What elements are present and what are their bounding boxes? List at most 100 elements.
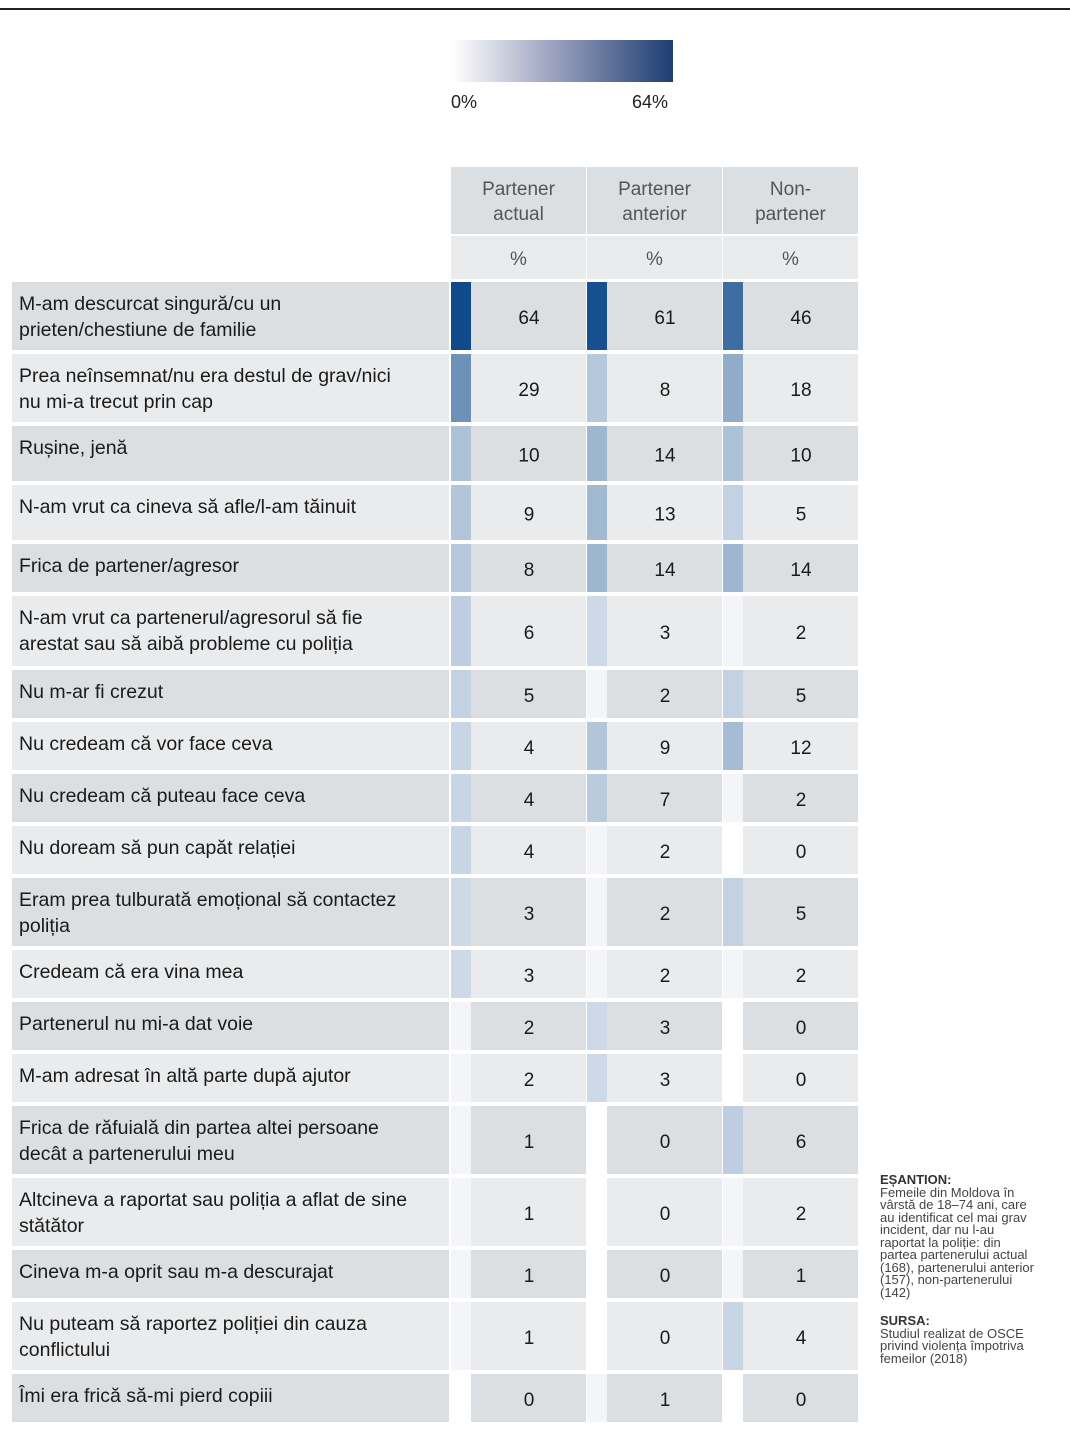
row-label: nu mi-a trecut prin cap	[19, 391, 213, 413]
row-label-cell	[12, 596, 449, 666]
side-notes: EȘANTION: Femeile din Moldova în vârstă d…	[880, 1172, 1070, 1381]
heat-swatch	[587, 596, 607, 666]
column-header-text: actual	[493, 204, 544, 225]
value-label: 13	[654, 505, 675, 526]
heat-swatch	[587, 1054, 607, 1102]
value-label: 3	[660, 1018, 671, 1039]
row-label: Eram prea tulburată emoțional să contact…	[19, 889, 396, 911]
row-label: N-am vrut ca cineva să afle/l-am tăinuit	[19, 496, 357, 518]
value-cell	[723, 1302, 858, 1370]
value-label: 1	[796, 1266, 807, 1287]
value-label: 14	[654, 446, 676, 467]
row-label: Credeam că era vina mea	[19, 961, 244, 983]
row-label-cell	[12, 1054, 449, 1102]
heat-swatch	[587, 1106, 607, 1174]
value-label: 18	[790, 380, 811, 401]
sample-line: (168), partenerului anterior	[880, 1259, 1034, 1275]
heat-swatch	[451, 426, 471, 481]
heat-swatch	[723, 596, 743, 666]
row-label: Altcineva a raportat sau poliția a aflat…	[19, 1189, 407, 1211]
row-label-cell	[12, 354, 449, 422]
heat-swatch	[723, 282, 743, 350]
row-label: stătător	[19, 1215, 85, 1237]
value-cell	[723, 544, 858, 592]
value-cell	[451, 1178, 586, 1246]
value-label: 2	[660, 686, 671, 707]
value-cell	[587, 596, 722, 666]
value-label: 1	[524, 1266, 535, 1287]
row-label-cell	[12, 426, 449, 481]
source-line: privind violența împotriva	[880, 1338, 1024, 1353]
heat-swatch	[451, 485, 471, 540]
heat-swatch	[723, 544, 743, 592]
heat-swatch	[587, 878, 607, 946]
value-label: 2	[796, 790, 807, 811]
row-label-cell	[12, 544, 449, 592]
column-header-text: Non-	[770, 179, 811, 200]
row-label-cell	[12, 826, 449, 874]
unit-label: %	[510, 249, 527, 270]
value-cell	[451, 1054, 586, 1102]
value-label: 10	[518, 446, 539, 467]
heat-swatch	[723, 878, 743, 946]
row-label: Nu doream să pun capăt relației	[19, 837, 295, 859]
value-cell	[587, 1106, 722, 1174]
heat-swatch	[587, 1178, 607, 1246]
value-label: 29	[518, 380, 539, 401]
heat-swatch	[723, 826, 743, 874]
value-label: 12	[790, 738, 811, 759]
value-label: 2	[660, 904, 671, 925]
value-label: 5	[524, 686, 535, 707]
row-label: Partenerul nu mi-a dat voie	[19, 1013, 253, 1035]
value-cell	[723, 1250, 858, 1298]
row-label-cell	[12, 774, 449, 822]
value-cell	[587, 426, 722, 481]
heat-swatch	[723, 950, 743, 998]
row-label: Frica de partener/agresor	[19, 555, 240, 577]
heat-swatch	[587, 426, 607, 481]
value-label: 4	[524, 790, 535, 811]
row-label: Prea neînsemnat/nu era destul de grav/ni…	[19, 365, 391, 387]
value-cell	[587, 1302, 722, 1370]
value-cell	[451, 670, 586, 718]
value-cell	[451, 722, 586, 770]
value-label: 4	[524, 842, 535, 863]
row-label-cell	[12, 670, 449, 718]
value-label: 0	[524, 1390, 535, 1411]
value-label: 3	[524, 904, 535, 925]
unit-label: %	[782, 249, 799, 270]
row-label-cell	[12, 878, 449, 946]
value-cell	[587, 1054, 722, 1102]
source-line: Studiul realizat de OSCE	[880, 1325, 1024, 1341]
value-label: 3	[660, 623, 671, 644]
row-label-cell	[12, 950, 449, 998]
value-cell	[723, 826, 858, 874]
value-label: 1	[524, 1328, 535, 1349]
row-label: Rușine, jenă	[19, 437, 128, 459]
value-cell	[587, 950, 722, 998]
heat-swatch	[723, 1250, 743, 1298]
value-label: 6	[796, 1132, 807, 1153]
value-cell	[451, 485, 586, 540]
sample-heading: EȘANTION:	[880, 1172, 952, 1187]
value-cell	[587, 1002, 722, 1050]
value-label: 0	[796, 1018, 807, 1039]
row-label-cell	[12, 1002, 449, 1050]
value-cell	[451, 426, 586, 481]
value-label: 1	[524, 1204, 535, 1225]
heat-swatch	[451, 1302, 471, 1370]
heat-swatch	[723, 1178, 743, 1246]
value-cell	[723, 485, 858, 540]
heat-swatch	[587, 544, 607, 592]
value-cell	[723, 950, 858, 998]
value-label: 14	[654, 560, 676, 581]
sample-line: vârstă de 18–74 ani, care	[880, 1197, 1027, 1212]
value-cell	[587, 1178, 722, 1246]
value-cell	[587, 722, 722, 770]
column-header-text: anterior	[622, 204, 687, 225]
row-label: conflictului	[19, 1339, 110, 1361]
value-label: 3	[660, 1070, 671, 1091]
value-label: 46	[790, 308, 811, 329]
value-label: 2	[524, 1018, 535, 1039]
